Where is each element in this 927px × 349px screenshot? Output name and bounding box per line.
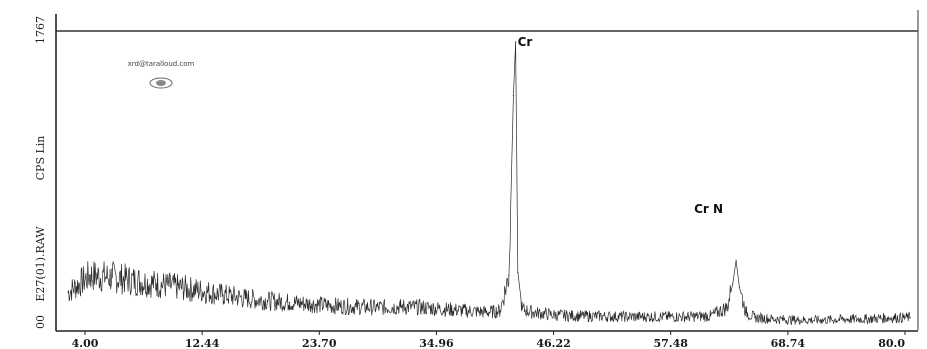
data-point	[732, 283, 734, 285]
data-point	[355, 306, 357, 308]
x-tick-label: 34.96	[419, 337, 454, 349]
data-point	[266, 300, 268, 302]
data-point	[909, 317, 911, 319]
data-point	[200, 290, 202, 292]
data-point	[554, 314, 557, 316]
peak-label-crn: Cr N	[694, 202, 723, 216]
data-point	[244, 297, 246, 299]
data-point	[621, 316, 623, 318]
data-point	[156, 283, 158, 285]
data-point	[738, 286, 741, 288]
peak-label-cr: Cr	[518, 35, 533, 49]
y-axis-label: CPS Lin	[34, 136, 47, 181]
data-point	[399, 306, 401, 308]
data-point	[67, 291, 69, 293]
watermark-logo-icon	[149, 77, 173, 89]
data-point	[776, 318, 778, 320]
data-point	[710, 315, 712, 317]
data-point	[289, 301, 291, 303]
plot-area	[67, 41, 911, 326]
data-point	[499, 310, 501, 312]
data-point	[842, 318, 845, 320]
data-point	[515, 41, 517, 43]
x-ticks: 4.00 12.44 23.70 34.96 46.22 57.48 68.74 80.0	[72, 331, 906, 349]
watermark-text: xrd@taralloud.com	[128, 60, 195, 68]
data-point	[377, 306, 379, 309]
x-tick-label: 23.70	[302, 337, 337, 349]
data-point	[311, 303, 313, 305]
data-point	[421, 306, 424, 309]
data-point	[517, 271, 519, 273]
data-point	[577, 315, 579, 317]
x-tick-label: 4.00	[72, 337, 99, 349]
data-point	[887, 317, 889, 319]
data-point	[798, 319, 800, 321]
data-point	[754, 317, 756, 319]
data-point	[466, 310, 468, 312]
data-point	[111, 276, 113, 278]
data-point	[820, 319, 823, 321]
x-tick-label: 46.22	[536, 337, 570, 349]
data-point	[512, 95, 515, 97]
data-point	[508, 274, 510, 277]
y-top-label: 1767	[34, 16, 47, 44]
data-point	[532, 311, 534, 314]
data-point	[521, 308, 523, 310]
x-tick-label: 12.44	[185, 337, 220, 349]
data-point	[333, 305, 335, 307]
x-tick-label: 68.74	[771, 337, 806, 349]
data-point	[133, 280, 136, 282]
data-point	[687, 316, 690, 318]
data-point	[643, 316, 645, 318]
data-point	[89, 274, 91, 277]
data-point	[444, 308, 446, 310]
x-tick-label: 57.48	[653, 337, 688, 349]
data-point	[488, 311, 490, 313]
diffraction-trace-line	[67, 41, 911, 326]
data-point	[865, 318, 867, 320]
data-point	[222, 294, 224, 296]
x-tick-label: 80.0	[878, 337, 905, 349]
file-name-label: E27(01).RAW	[34, 226, 47, 302]
data-point	[726, 306, 728, 309]
data-point	[745, 311, 747, 314]
y-bottom-label: 00	[34, 315, 47, 329]
data-point	[665, 316, 667, 318]
data-point	[599, 315, 601, 317]
data-point	[178, 286, 180, 288]
data-point	[735, 259, 737, 261]
